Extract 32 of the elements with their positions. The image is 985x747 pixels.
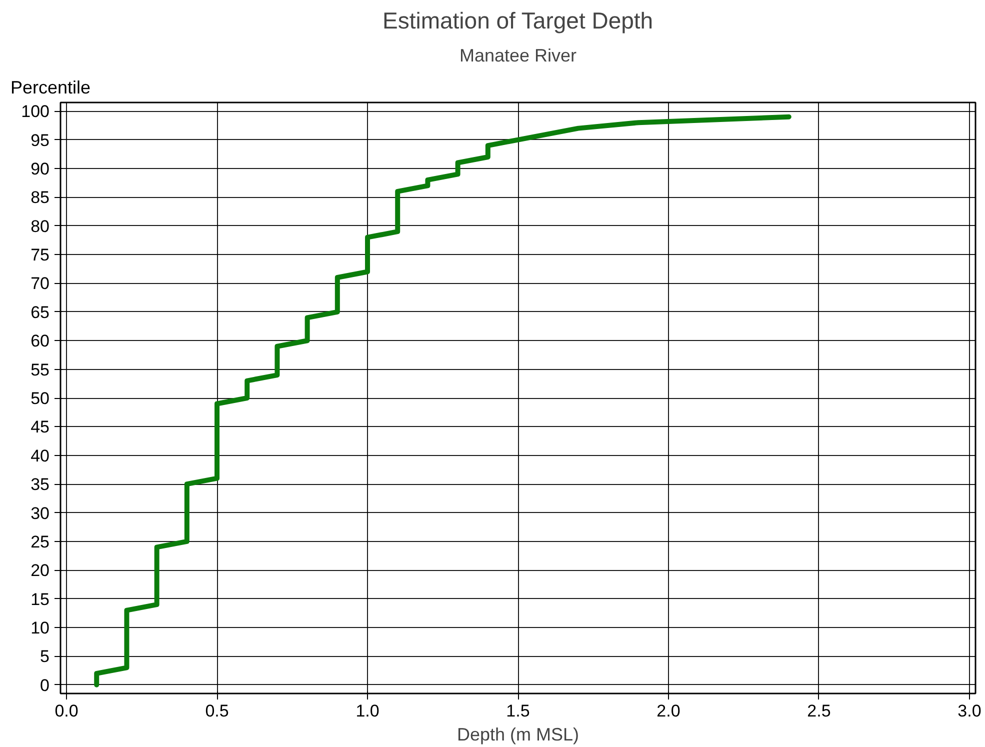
y-tick-label: 25 [30,532,50,552]
y-tick-label: 10 [30,618,50,638]
y-tick-label: 60 [30,332,50,351]
x-tick-label: 0.5 [205,702,229,720]
x-tick-label: 3.0 [958,702,982,720]
y-tick-label: 35 [30,475,50,494]
y-tick-label: 15 [30,590,50,609]
y-tick-label: 45 [30,418,50,437]
y-tick-label: 50 [30,389,50,408]
y-tick-label: 90 [30,159,50,178]
chart-title: Estimation of Target Depth [382,8,654,34]
y-tick-label: 100 [21,102,50,122]
x-tick-label: 2.5 [807,702,831,720]
y-tick-label: 55 [30,360,50,380]
y-axis-title: Percentile [10,78,91,98]
x-tick-label: 1.5 [506,702,530,720]
y-tick-label: 20 [30,561,50,580]
y-tick-label: 80 [30,216,50,236]
chart-subtitle: Manatee River [459,46,577,66]
x-tick-label: 2.0 [656,702,680,720]
y-tick-label: 0 [40,676,50,695]
y-tick-label: 95 [30,130,50,150]
y-tick-label: 30 [30,504,50,523]
x-tick-label: 0.0 [54,702,78,720]
x-tick-label: 1.0 [356,702,380,720]
y-tick-label: 5 [40,647,50,666]
y-tick-label: 75 [30,246,50,265]
y-tick-label: 85 [30,188,50,208]
y-tick-label: 40 [30,446,50,466]
x-axis-title: Depth (m MSL) [456,724,580,744]
y-tick-label: 70 [30,274,50,294]
y-tick-label: 65 [30,302,50,322]
